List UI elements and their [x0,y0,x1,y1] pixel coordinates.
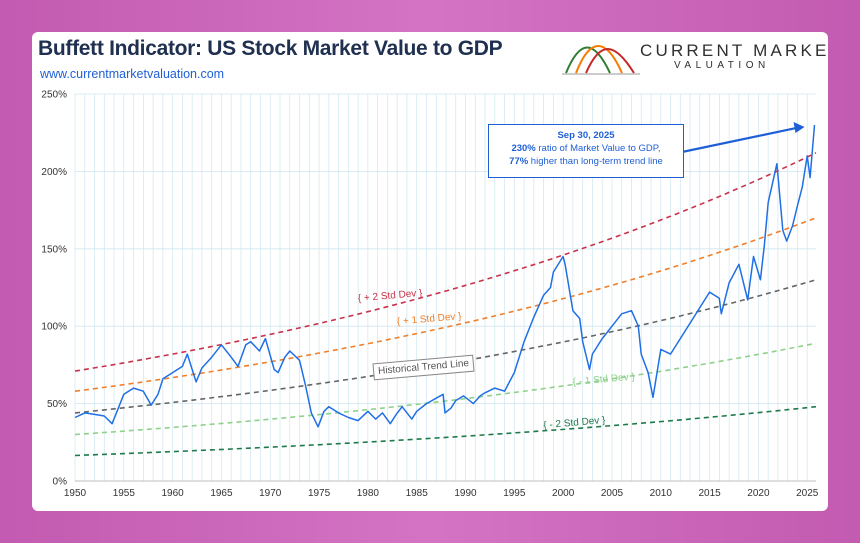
x-tick-label: 1990 [454,488,477,499]
band-label: { + 1 Std Dev } [396,311,462,328]
band-label: { - 1 Std Dev } [572,372,636,388]
band-line [74,152,817,372]
callout-line-2: 77% higher than long-term trend line [489,155,683,168]
x-tick-label: 2020 [747,488,770,499]
latest-value-callout: Sep 30, 2025 230% ratio of Market Value … [488,124,684,178]
callout-arrow-head [793,121,805,133]
y-tick-label: 150% [41,244,67,255]
band-line [74,342,817,436]
x-tick-label: 1985 [406,488,429,499]
x-tick-label: 1960 [162,488,185,499]
x-tick-label: 2005 [601,488,624,499]
x-tick-label: 1995 [503,488,526,499]
callout-arrow-line [681,126,797,154]
x-tick-label: 2000 [552,488,575,499]
logo-sub: VALUATION [674,60,770,71]
callout-date: Sep 30, 2025 [557,130,615,141]
x-tick-label: 2010 [650,488,673,499]
x-tick-label: 1950 [64,488,87,499]
chart-card: Buffett Indicator: US Stock Market Value… [32,32,828,511]
x-tick-label: 2015 [698,488,721,499]
series-line [74,124,816,428]
callout-line-1: 230% ratio of Market Value to GDP, [489,142,683,155]
y-tick-label: 0% [53,477,68,488]
callout-ratio: 230% [511,143,536,154]
callout-premium: 77% [509,156,529,167]
y-tick-label: 100% [41,322,67,333]
x-tick-label: 1975 [308,488,331,499]
logo-name: CURRENT MARKET [640,41,828,60]
x-tick-label: 1965 [210,488,233,499]
x-tick-label: 1955 [113,488,136,499]
buffett-indicator-chart: 0% 50% 100% 150% 200% 250% 1950 1955 1960 1965 197… [41,90,819,500]
band-label: { + 2 Std Dev } [357,288,423,305]
y-tick-label: 200% [41,167,67,178]
x-tick-label: 2025 [796,488,819,499]
logo-waves-icon [562,45,640,75]
callout-ratio-text: ratio of Market Value to GDP, [535,143,661,154]
callout-premium-text: higher than long-term trend line [528,156,663,167]
x-tick-label: 1980 [357,488,380,499]
band-line [74,217,817,392]
band-line [74,405,817,457]
x-tick-label: 1970 [259,488,282,499]
y-tick-label: 50% [47,399,67,410]
website-url[interactable]: www.currentmarketvaluation.com [40,67,225,81]
y-tick-label: 250% [41,90,67,101]
band-label: { - 2 Std Dev } [543,415,607,431]
chart-title: Buffett Indicator: US Stock Market Value… [38,37,503,60]
logo: CURRENT MARKET VALUATION [562,35,828,77]
